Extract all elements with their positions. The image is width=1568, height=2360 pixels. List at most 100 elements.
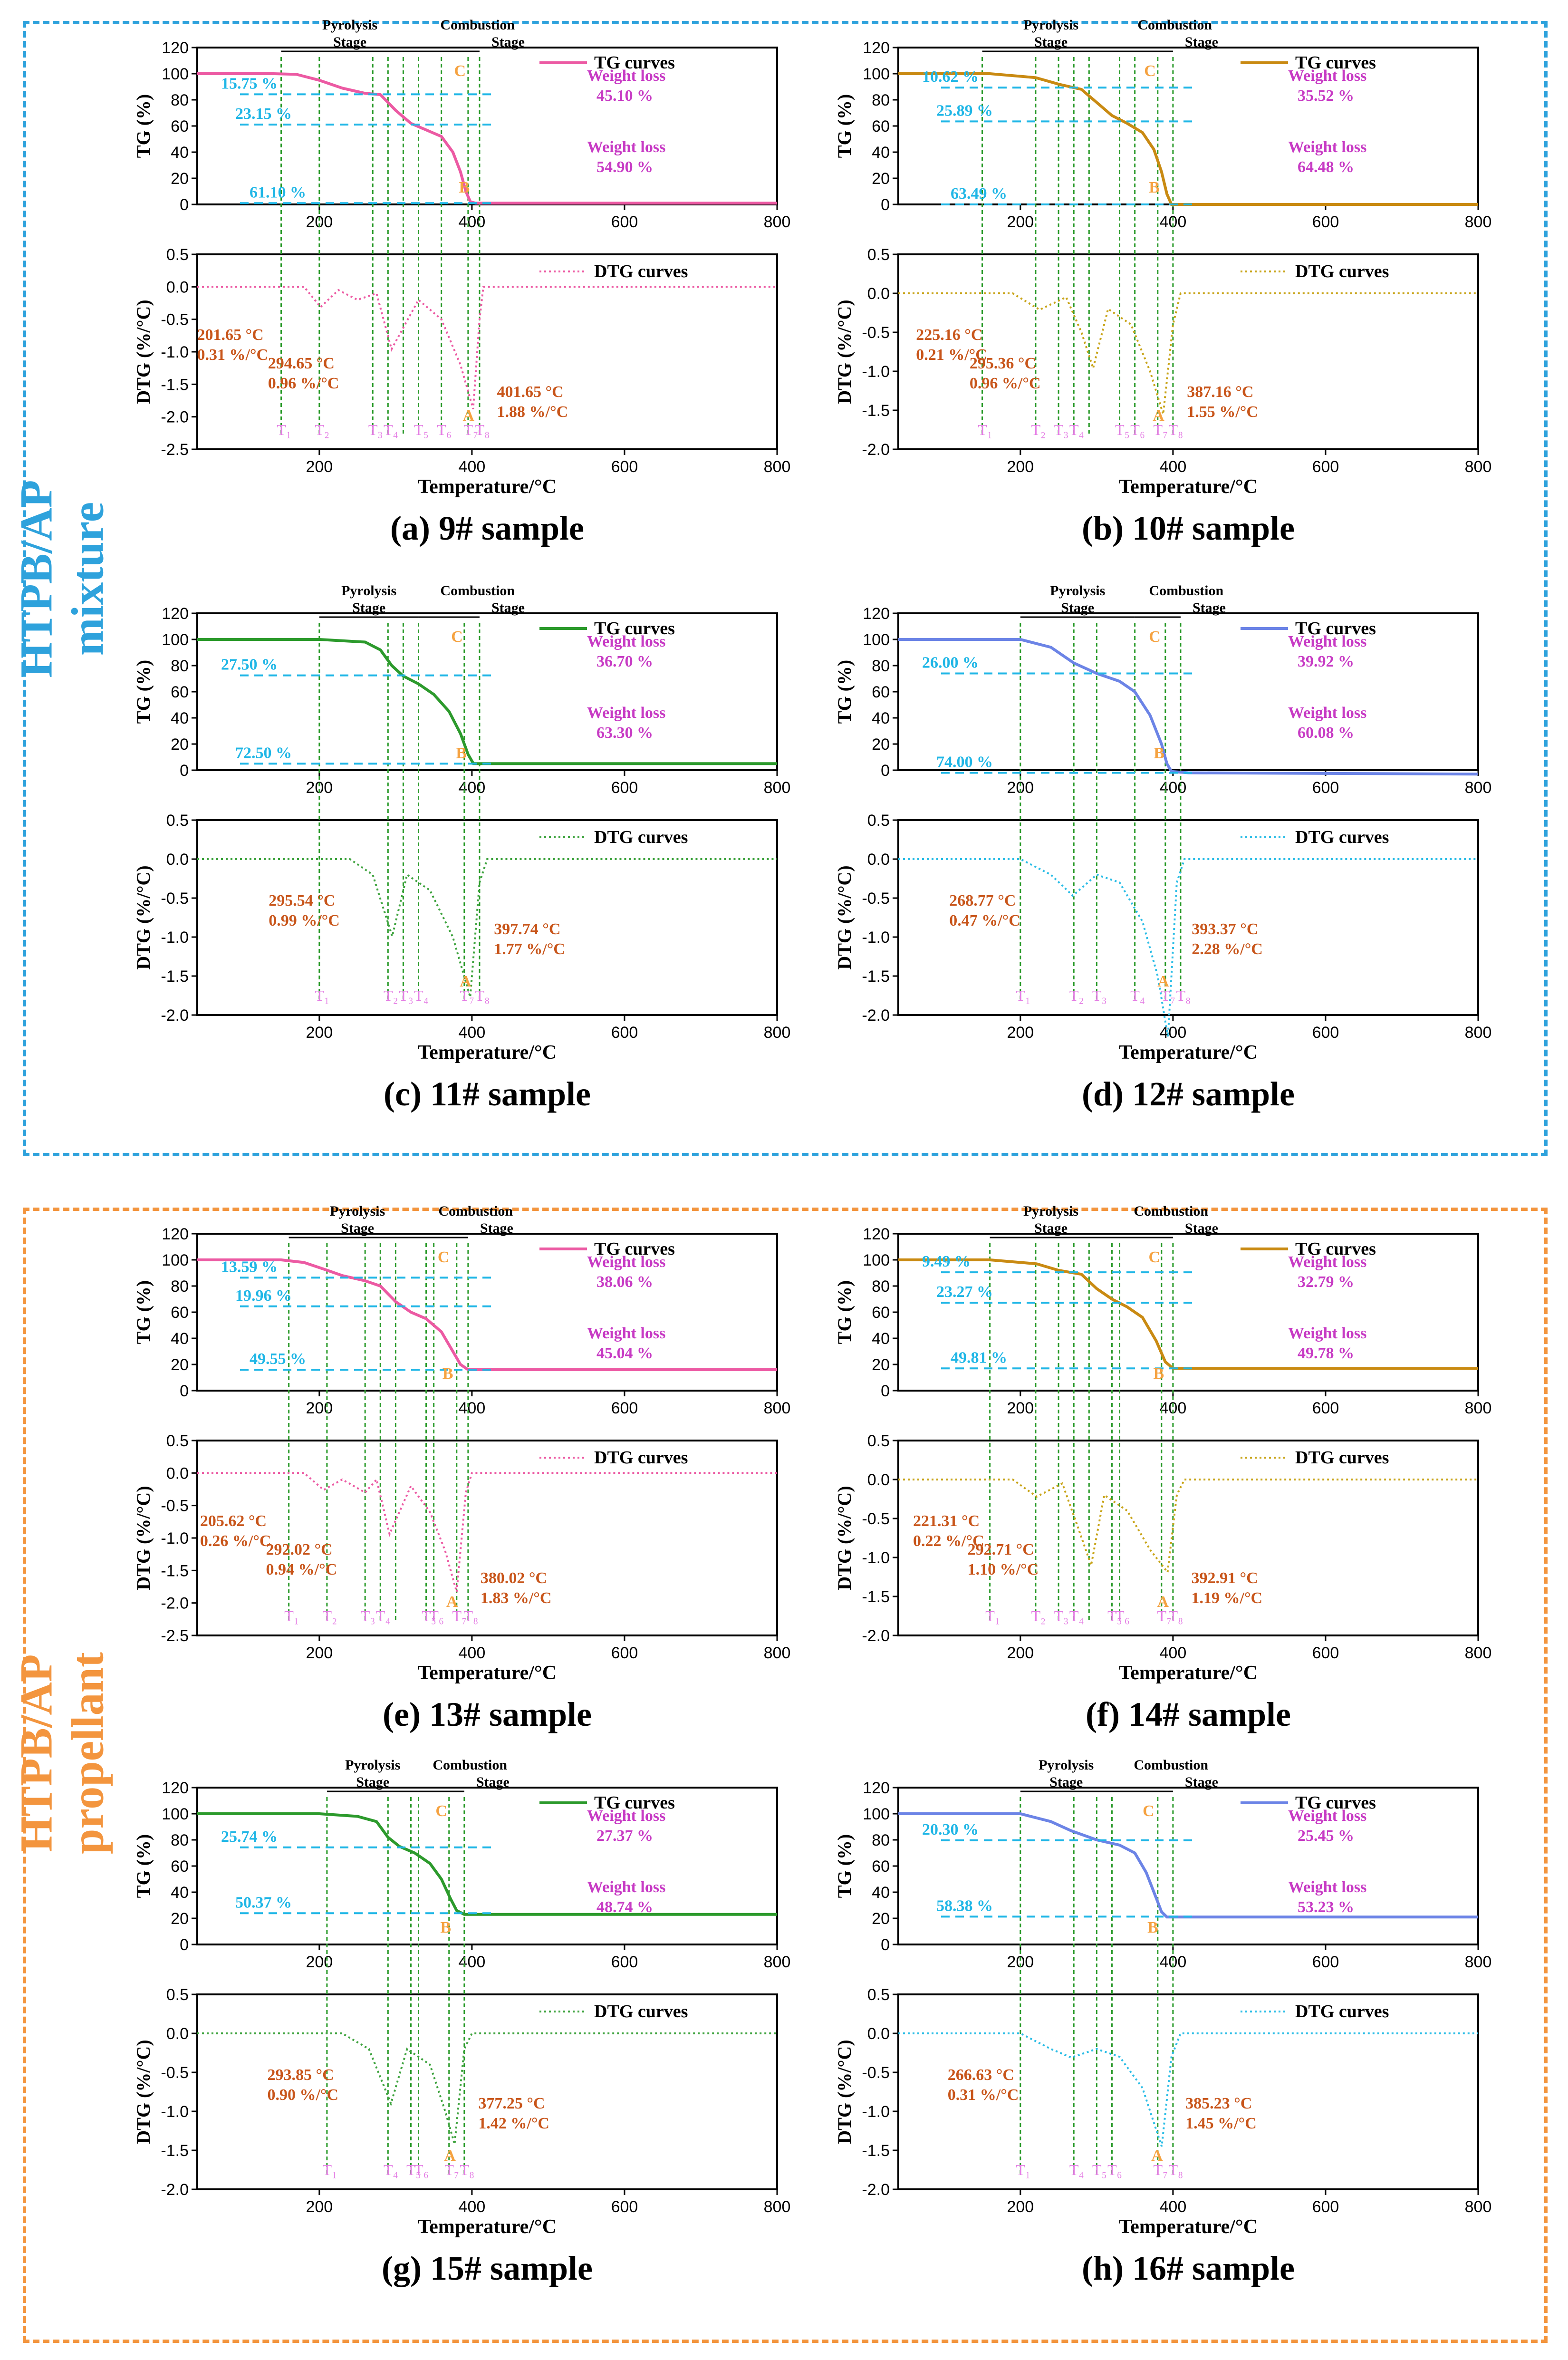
tg-x-tick-label: 800: [1465, 1399, 1492, 1417]
tg-legend-label: TG curves: [594, 53, 675, 73]
dtg-x-tick-label: 600: [611, 458, 638, 476]
chart-panel-0: 0 20 40 60 80 100 120 0.5 0.0 -0.5 -1.0 -1.5 -2.0 -2.…: [133, 17, 790, 547]
point-b-label: B: [1154, 1365, 1164, 1383]
tg-axes-frame: [897, 47, 1479, 205]
chart-panel-1: 0 20 40 60 80 100 120 0.5 0.0 -0.5 -1.0 -1.5 -2.0 200…: [834, 17, 1491, 547]
point-a-label: A: [463, 407, 475, 425]
tg-y-tick-label: 20: [872, 170, 890, 188]
dtg-y-axis-label: DTG (%/°C): [834, 1486, 855, 1590]
combustion-stage-label: Stage: [1185, 34, 1218, 50]
tg-curve: [197, 638, 777, 765]
temperature-marker-label: T₅: [422, 1607, 436, 1625]
point-c-label: C: [1143, 1802, 1154, 1820]
combustion-label: Combustion: [1134, 1757, 1208, 1773]
dtg-y-tick-label: 0.5: [867, 812, 890, 830]
tg-mass-loss-annotation: 9.49 %: [922, 1253, 971, 1270]
dtg-x-tick-label: 800: [1465, 2198, 1492, 2216]
tg-y-tick-label: 120: [162, 1779, 189, 1797]
peak-temperature: 292.71 °C: [968, 1541, 1034, 1558]
dtg-legend-label: DTG curves: [594, 827, 688, 847]
tg-mass-loss-annotation: 20.30 %: [922, 1821, 979, 1838]
temperature-marker-label: T₃: [1054, 421, 1069, 438]
tg-mass-loss-annotation: 74.00 %: [936, 754, 993, 771]
combustion-label: Combustion: [440, 583, 515, 599]
dtg-y-tick-label: -1.0: [862, 2103, 890, 2121]
peak-rate: 1.19 %/°C: [1192, 1589, 1263, 1607]
temperature-marker-label: T₇: [1153, 421, 1168, 438]
point-c-label: C: [435, 1802, 447, 1820]
tg-curve: [197, 1258, 777, 1371]
tg-y-tick-label: 0: [180, 1382, 189, 1400]
tg-x-tick-label: 600: [1312, 213, 1339, 231]
peak-temperature: 205.62 °C: [200, 1512, 267, 1530]
weight-loss-value: 32.79 %: [1298, 1273, 1354, 1291]
peak-rate: 0.31 %/°C: [948, 2086, 1019, 2104]
tg-y-tick-label: 0: [881, 196, 890, 214]
temperature-marker-label: T₄: [1130, 987, 1145, 1004]
tg-mass-loss-annotation: 19.96 %: [235, 1287, 292, 1305]
temperature-marker-label: T₈: [475, 987, 490, 1004]
tg-legend-label: TG curves: [1295, 53, 1376, 73]
dtg-y-axis-label: DTG (%/°C): [133, 300, 154, 404]
dtg-x-tick-label: 400: [1160, 2198, 1187, 2216]
peak-rate: 0.22 %/°C: [913, 1532, 984, 1550]
tg-y-tick-label: 40: [872, 1330, 890, 1348]
dtg-axes-frame: [196, 1993, 778, 2190]
tg-curve: [197, 72, 777, 205]
dtg-x-tick-label: 600: [611, 1024, 638, 1042]
dtg-x-tick-label: 600: [611, 1644, 638, 1662]
temperature-marker-label: T₈: [1176, 987, 1191, 1004]
combustion-stage-label: Stage: [480, 1220, 513, 1236]
tg-curve: [898, 72, 1478, 206]
dtg-y-tick-label: -2.0: [161, 1595, 189, 1613]
chart-caption: (c) 11# sample: [384, 1075, 591, 1113]
tg-x-tick-label: 600: [1312, 1399, 1339, 1417]
dtg-legend-label: DTG curves: [1295, 1448, 1389, 1468]
weight-loss-title: Weight loss: [587, 1807, 665, 1825]
dtg-y-tick-label: -1.0: [161, 929, 189, 947]
tg-x-tick-label: 200: [306, 779, 333, 797]
temperature-marker-label: T₁: [323, 2161, 337, 2178]
peak-temperature: 266.63 °C: [948, 2066, 1014, 2084]
dtg-x-tick-label: 600: [1312, 2198, 1339, 2216]
dtg-y-tick-label: -1.5: [161, 967, 189, 986]
temperature-marker-label: T₄: [414, 987, 429, 1004]
tg-mass-loss-annotation: 10.62 %: [922, 68, 979, 86]
tg-y-axis-label: TG (%): [133, 1834, 154, 1898]
dtg-y-tick-label: 0.5: [166, 1432, 189, 1450]
temperature-marker-label: T₁: [1016, 987, 1030, 1004]
point-b-label: B: [1147, 1919, 1158, 1936]
pyrolysis-stage-label: Stage: [1034, 1220, 1068, 1236]
temperature-marker-label: T₇: [444, 2161, 459, 2178]
tg-y-tick-label: 60: [171, 1304, 189, 1322]
tg-y-tick-label: 40: [872, 1884, 890, 1902]
peak-rate: 0.96 %/°C: [268, 375, 339, 392]
tg-mass-loss-annotation: 58.38 %: [936, 1897, 993, 1915]
weight-loss-value: 53.23 %: [1298, 1898, 1354, 1916]
temperature-marker-label: T₇: [1161, 987, 1175, 1004]
dtg-y-tick-label: -1.5: [161, 2142, 189, 2160]
peak-rate: 1.45 %/°C: [1185, 2115, 1257, 2132]
tg-y-tick-label: 20: [171, 1910, 189, 1928]
dtg-x-tick-label: 400: [1160, 458, 1187, 476]
peak-rate: 1.83 %/°C: [481, 1589, 552, 1607]
tg-y-tick-label: 120: [162, 605, 189, 623]
tg-y-tick-label: 20: [872, 735, 890, 754]
tg-y-tick-label: 0: [881, 1936, 890, 1954]
dtg-y-tick-label: -2.5: [161, 441, 189, 459]
tg-x-tick-label: 600: [1312, 779, 1339, 797]
tg-x-tick-label: 400: [459, 1953, 486, 1971]
tg-y-tick-label: 120: [162, 39, 189, 57]
temperature-marker-label: T₈: [1169, 2161, 1183, 2178]
combustion-stage-label: Stage: [491, 34, 525, 50]
chart-panel-2: 0 20 40 60 80 100 120 0.5 0.0 -0.5 -1.0 -1.5 -2.0 200…: [133, 583, 790, 1113]
dtg-y-axis-label: DTG (%/°C): [834, 865, 855, 969]
point-a-label: A: [1157, 973, 1169, 990]
point-b-label: B: [440, 1919, 451, 1936]
tg-y-axis-label: TG (%): [133, 1280, 154, 1344]
pyrolysis-stage-label: Stage: [1049, 1774, 1083, 1790]
tg-y-tick-label: 100: [863, 1805, 890, 1823]
tg-mass-loss-annotation: 50.37 %: [235, 1894, 292, 1911]
peak-rate: 1.42 %/°C: [478, 2115, 549, 2132]
tg-y-tick-label: 40: [171, 709, 189, 727]
